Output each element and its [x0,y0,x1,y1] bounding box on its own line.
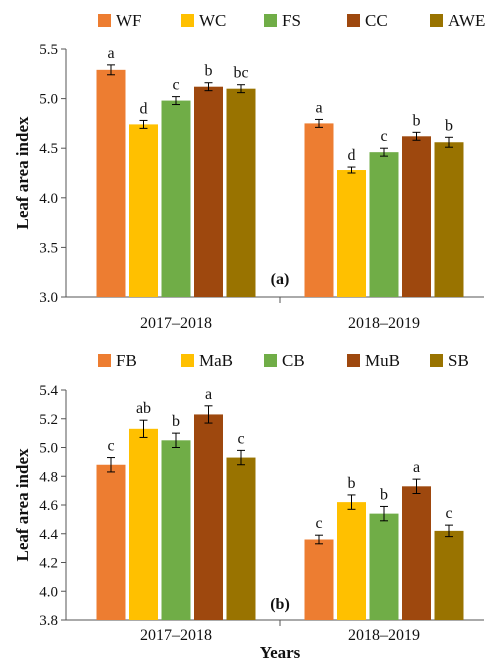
legend-label-sb: SB [448,351,469,370]
bar-fs-0 [161,100,191,297]
significance-letter: d [348,147,356,164]
legend-swatch-cb [264,354,277,367]
significance-letter: b [205,63,213,80]
y-axis-title: Leaf area index [13,116,32,230]
bar-cc-0 [194,86,223,297]
significance-letter: b [413,112,421,129]
y-tick-label: 4.5 [39,141,58,157]
significance-letter: a [413,459,420,476]
significance-letter: bc [233,65,248,82]
significance-letter: c [380,128,387,145]
legend-label-mub: MuB [365,351,400,370]
bar-sb-1 [434,530,464,620]
bar-sb-0 [226,457,256,620]
legend-label-fs: FS [282,11,301,30]
legend-swatch-mub [347,354,360,367]
legend-label-awe: AWE [448,11,485,30]
legend-swatch-mab [181,354,194,367]
legend-swatch-fs [264,14,277,27]
bar-awe-0 [226,88,256,298]
significance-letter: a [107,45,114,62]
x-category-label: 2018–2019 [348,627,420,644]
significance-letter: c [315,515,322,532]
significance-letter: c [237,430,244,447]
x-category-label: 2017–2018 [140,627,212,644]
bar-wf-0 [96,69,126,297]
panel-label: (a) [271,271,290,288]
y-tick-label: 5.4 [39,383,58,399]
significance-letter: c [107,438,114,455]
x-category-label: 2018–2019 [348,315,420,332]
bar-wc-1 [337,170,366,297]
y-tick-label: 3.5 [39,240,58,256]
y-tick-label: 5.0 [39,92,58,108]
bar-fb-1 [304,539,334,620]
significance-letter: a [205,386,212,403]
bar-cb-1 [369,513,399,620]
bar-fb-0 [96,464,126,620]
legend-label-wc: WC [199,11,226,30]
significance-letter: a [315,99,322,116]
bar-mab-0 [129,428,158,620]
legend-swatch-cc [347,14,360,27]
y-tick-label: 5.2 [39,412,58,428]
y-tick-label: 4.0 [39,191,58,207]
significance-letter: d [140,100,148,117]
legend-label-cb: CB [282,351,305,370]
y-axis-title: Leaf area index [13,448,32,562]
significance-letter: b [348,475,356,492]
y-tick-label: 4.4 [39,527,58,543]
bar-cb-0 [161,440,191,620]
bar-cc-1 [402,136,431,297]
y-tick-label: 4.8 [39,469,58,485]
significance-letter: b [380,486,388,503]
significance-letter: c [445,505,452,522]
bar-mab-1 [337,502,366,620]
bar-mub-0 [194,414,223,620]
legend-swatch-fb [98,354,111,367]
bar-awe-1 [434,142,464,297]
significance-letter: ab [136,400,151,417]
bar-wc-0 [129,124,158,297]
x-axis-title: Years [260,643,301,662]
y-tick-label: 4.2 [39,556,58,572]
y-tick-label: 4.0 [39,584,58,600]
panel-label: (b) [270,596,290,613]
legend-label-fb: FB [116,351,137,370]
y-tick-label: 5.0 [39,441,58,457]
bar-wf-1 [304,123,334,298]
legend-swatch-wc [181,14,194,27]
legend-label-cc: CC [365,11,388,30]
y-tick-label: 5.5 [39,42,58,58]
legend-swatch-wf [98,14,111,27]
bar-fs-1 [369,152,399,297]
x-category-label: 2017–2018 [140,315,212,332]
legend-swatch-awe [430,14,443,27]
y-tick-label: 3.0 [39,290,58,306]
legend-swatch-sb [430,354,443,367]
y-tick-label: 4.6 [39,498,58,514]
bar-mub-1 [402,486,431,620]
significance-letter: c [172,77,179,94]
legend-label-mab: MaB [199,351,233,370]
legend-label-wf: WF [116,11,142,30]
y-tick-label: 3.8 [39,613,58,629]
significance-letter: b [445,117,453,134]
significance-letter: b [172,413,180,430]
